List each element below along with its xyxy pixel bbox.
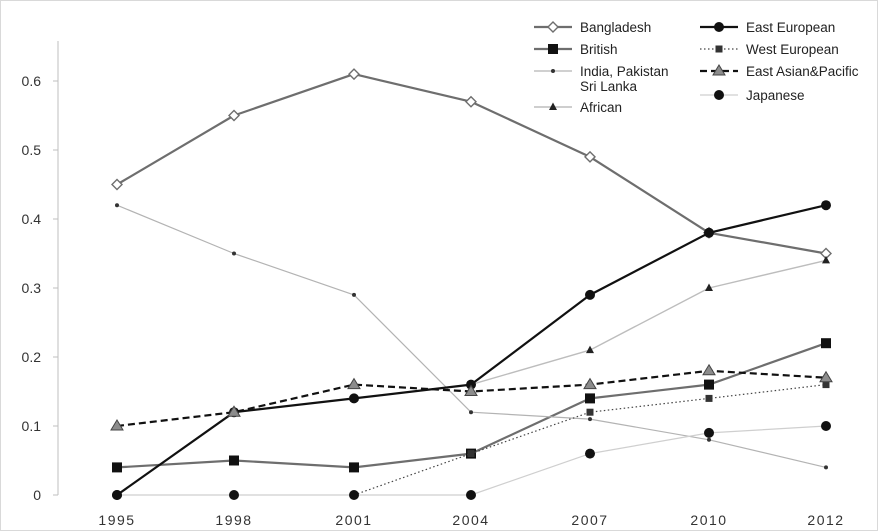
data-point xyxy=(705,394,713,402)
data-point xyxy=(347,377,361,390)
data-point xyxy=(586,345,594,354)
legend-label: Bangladesh xyxy=(580,20,651,35)
y-tick-label: 0.5 xyxy=(22,142,42,158)
data-point xyxy=(588,417,592,422)
data-point xyxy=(464,384,478,396)
data-point xyxy=(704,227,714,238)
data-point xyxy=(822,381,830,389)
data-point xyxy=(465,95,477,108)
data-point xyxy=(349,462,359,473)
data-point xyxy=(705,283,713,291)
x-tick-label: 1995 xyxy=(98,512,135,528)
legend-label: East European xyxy=(746,20,835,35)
legend-marker xyxy=(548,44,558,54)
legend-marker xyxy=(715,45,723,53)
legend-label: India, Pakistan xyxy=(580,64,669,79)
data-point xyxy=(584,150,596,163)
data-point xyxy=(585,289,595,300)
data-point xyxy=(115,203,119,208)
data-point xyxy=(349,393,359,404)
legend-label: Sri Lanka xyxy=(580,79,638,94)
series-4 xyxy=(230,255,830,416)
y-tick-label: 0.3 xyxy=(22,280,42,296)
legend-entry: Japanese xyxy=(700,88,805,103)
x-tick-label: 2001 xyxy=(335,512,372,528)
data-point xyxy=(110,419,124,431)
data-point xyxy=(229,455,239,466)
y-tick-label: 0.1 xyxy=(22,418,42,434)
data-point xyxy=(707,437,711,442)
legend-marker xyxy=(547,21,559,33)
legend-entry: Bangladesh xyxy=(534,20,651,35)
legend-label: British xyxy=(580,42,618,57)
x-tick-label: 2004 xyxy=(452,512,489,528)
data-point xyxy=(111,178,123,191)
legend-label: Japanese xyxy=(746,88,805,103)
series-line xyxy=(116,369,827,428)
data-point xyxy=(821,421,831,431)
legend-entry: British xyxy=(534,42,618,57)
legend-marker xyxy=(549,102,557,110)
series-3 xyxy=(115,203,828,470)
data-point xyxy=(824,465,828,470)
series-line xyxy=(116,204,827,468)
data-point xyxy=(586,408,594,416)
data-point xyxy=(349,490,359,500)
data-point xyxy=(227,405,241,417)
data-point xyxy=(585,448,595,459)
data-point xyxy=(821,200,831,211)
series-8 xyxy=(112,421,831,500)
y-tick-label: 0.6 xyxy=(22,73,42,89)
data-point xyxy=(702,363,716,376)
data-point xyxy=(232,251,236,256)
data-point xyxy=(704,427,714,438)
data-point xyxy=(112,490,122,500)
data-point xyxy=(585,393,595,404)
legend-label: West European xyxy=(746,42,839,57)
data-point xyxy=(352,292,356,297)
data-point xyxy=(229,490,239,500)
x-tick-label: 2010 xyxy=(690,512,727,528)
legend-marker xyxy=(714,22,724,32)
legend-marker xyxy=(551,69,555,73)
series-layer xyxy=(110,68,833,500)
x-tick-label: 2012 xyxy=(807,512,844,528)
y-tick-label: 0 xyxy=(33,487,41,503)
y-tick-label: 0.4 xyxy=(22,211,42,227)
legend-entry: East European xyxy=(700,20,835,35)
legend-marker xyxy=(714,90,724,100)
data-point xyxy=(467,450,475,458)
legend-entry: East Asian&Pacific xyxy=(700,64,859,79)
data-point xyxy=(819,370,833,383)
x-tick-label: 2007 xyxy=(571,512,608,528)
y-tick-label: 0.2 xyxy=(22,349,42,365)
axes: 0 0.1 0.2 0.3 0.4 0.5 0.6 1995 1998 2001 2004 2007 2… xyxy=(22,41,844,528)
data-point xyxy=(348,68,360,81)
series-line xyxy=(233,259,827,413)
data-point xyxy=(822,255,830,264)
data-point xyxy=(583,377,597,390)
series-line xyxy=(353,384,827,496)
data-point xyxy=(821,338,831,349)
series-7 xyxy=(110,363,833,431)
legend-entry: African xyxy=(534,100,622,115)
legend-label: East Asian&Pacific xyxy=(746,64,859,79)
data-point xyxy=(704,379,714,390)
data-point xyxy=(466,490,476,500)
legend-label: African xyxy=(580,100,622,115)
data-point xyxy=(469,410,473,415)
legend-entry: West European xyxy=(700,42,839,57)
data-point xyxy=(228,109,240,122)
data-point xyxy=(112,462,122,473)
x-tick-label: 1998 xyxy=(215,512,252,528)
legend-marker xyxy=(712,64,726,76)
